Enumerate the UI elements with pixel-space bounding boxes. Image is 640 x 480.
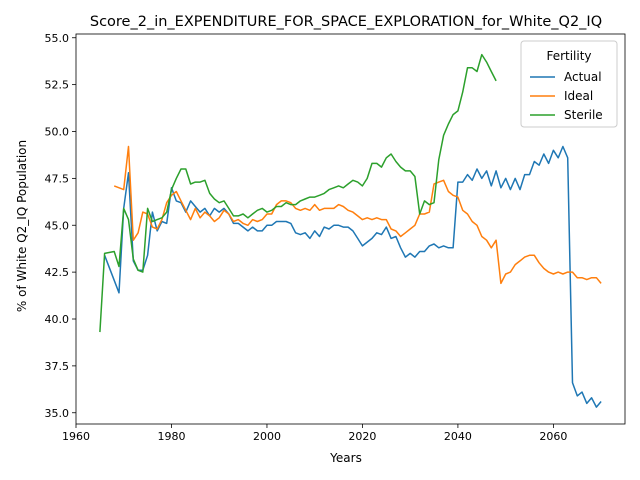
x-tick-label: 2000 bbox=[253, 430, 281, 443]
plot-frame bbox=[75, 33, 626, 425]
legend-label-ideal: Ideal bbox=[564, 89, 593, 103]
series-line-sterile bbox=[99, 53, 497, 333]
axes-layer: 1960 1980 2000 2020 2040 2060 35.0 37.5 40.0 42.5… bbox=[45, 32, 626, 443]
y-tick-label: 42.5 bbox=[45, 266, 70, 279]
legend-label-actual: Actual bbox=[564, 70, 602, 84]
y-axis-label: % of White Q2_IQ Population bbox=[15, 140, 29, 312]
legend-label-sterile: Sterile bbox=[564, 108, 603, 122]
y-tick-label: 35.0 bbox=[45, 407, 70, 420]
y-tick-label: 45.0 bbox=[45, 219, 70, 232]
y-tick-label: 47.5 bbox=[45, 172, 70, 185]
legend: Fertility Actual Ideal Sterile bbox=[520, 40, 618, 128]
x-axis-label: Years bbox=[329, 451, 362, 465]
chart-title: Score_2_in_EXPENDITURE_FOR_SPACE_EXPLORA… bbox=[90, 14, 602, 30]
y-tick-label: 37.5 bbox=[45, 360, 70, 373]
x-tick-label: 1980 bbox=[157, 430, 185, 443]
y-tick-label: 50.0 bbox=[45, 126, 70, 139]
x-tick-label: 2060 bbox=[539, 430, 567, 443]
series-line-ideal bbox=[113, 145, 602, 285]
y-tick-label: 52.5 bbox=[45, 79, 70, 92]
legend-items: Actual Ideal Sterile bbox=[530, 70, 603, 122]
legend-box bbox=[520, 40, 618, 128]
series-layer bbox=[99, 53, 602, 408]
x-tick-label: 1960 bbox=[62, 430, 90, 443]
x-tick-label: 2020 bbox=[348, 430, 376, 443]
x-tick-label: 2040 bbox=[444, 430, 472, 443]
legend-title: Fertility bbox=[546, 49, 591, 63]
y-tick-label: 55.0 bbox=[45, 32, 70, 45]
y-tick-label: 40.0 bbox=[45, 313, 70, 326]
series-line-actual bbox=[103, 145, 602, 408]
